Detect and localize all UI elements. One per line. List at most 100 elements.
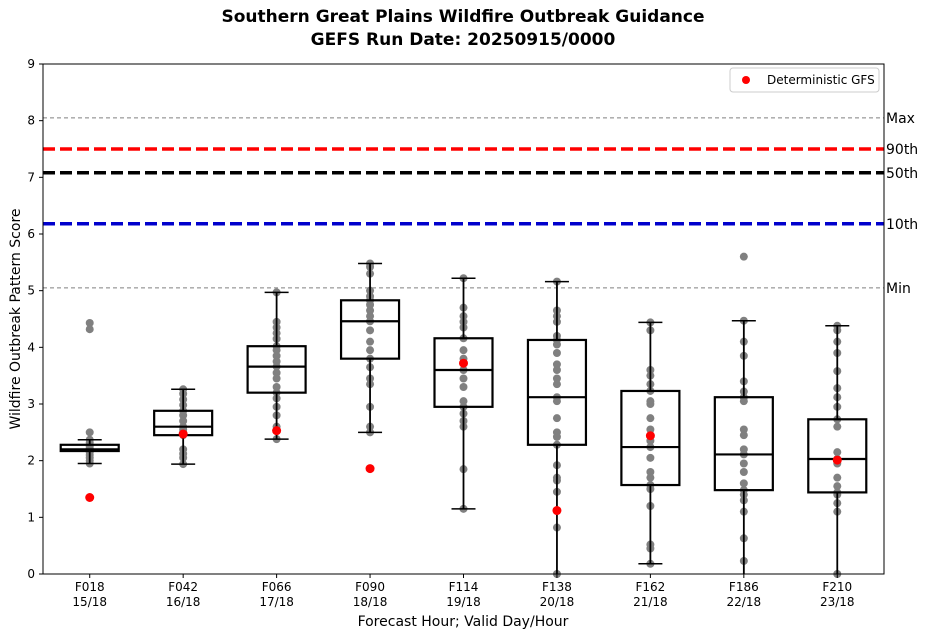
ensemble-member-point xyxy=(552,366,561,374)
reference-label-max: Max xyxy=(886,111,915,127)
deterministic-gfs-point xyxy=(459,358,468,368)
box-iqr xyxy=(59,443,120,453)
legend: Deterministic GFS xyxy=(729,67,880,93)
box-plots xyxy=(59,262,868,574)
box-iqr xyxy=(246,345,307,394)
ensemble-member-point xyxy=(646,473,655,482)
legend-box xyxy=(729,67,880,93)
y-tick-label: 0 xyxy=(27,567,35,581)
ensemble-member-point xyxy=(366,306,375,315)
deterministic-gfs-point xyxy=(832,455,842,465)
ensemble-member-point xyxy=(85,325,94,334)
legend-gfs-label: Deterministic GFS xyxy=(767,73,875,87)
ensemble-member-point xyxy=(739,445,748,454)
x-tick-label-hour: F090 xyxy=(355,580,385,594)
ensemble-member-point xyxy=(552,380,561,389)
x-tick-label-valid: 22/18 xyxy=(727,595,762,609)
x-tick-label-valid: 18/18 xyxy=(353,595,388,609)
x-tick-label-hour: F186 xyxy=(729,580,759,594)
ensemble-member-point xyxy=(646,397,655,406)
y-tick-label: 1 xyxy=(27,510,35,524)
ensemble-member-point xyxy=(552,349,561,357)
ensemble-member-point xyxy=(552,360,561,369)
ensemble-member-point xyxy=(85,428,94,437)
reference-label-90th: 90th xyxy=(886,142,918,158)
x-axis-label: Forecast Hour; Valid Day/Hour xyxy=(358,614,569,630)
ensemble-member-point xyxy=(833,422,842,431)
deterministic-gfs-point xyxy=(365,464,375,474)
ensemble-member-point xyxy=(272,368,281,377)
x-tick-label-hour: F042 xyxy=(168,580,198,594)
ensemble-member-point xyxy=(739,425,748,434)
ensemble-member-point xyxy=(646,414,655,423)
ensemble-member-point xyxy=(459,374,468,383)
ensemble-member-point xyxy=(272,374,281,383)
ensemble-member-point xyxy=(646,468,655,476)
x-tick-label-hour: F210 xyxy=(822,580,852,594)
deterministic-gfs-point xyxy=(552,506,562,516)
ensemble-member-point xyxy=(272,383,281,391)
x-tick-label-valid: 16/18 xyxy=(166,595,201,609)
x-tick-label-valid: 21/18 xyxy=(633,595,668,609)
reference-lines: Max 90th 50th 10th Min xyxy=(43,111,918,297)
ensemble-member-point xyxy=(272,357,281,366)
ensemble-member-point xyxy=(459,397,468,406)
x-tick-label-valid: 19/18 xyxy=(446,595,481,609)
chart-subtitle: GEFS Run Date: 20250915/0000 xyxy=(311,30,616,50)
ensemble-member-point xyxy=(739,252,748,261)
y-tick-label: 3 xyxy=(27,397,35,411)
ensemble-member-point xyxy=(459,346,468,355)
deterministic-gfs-points xyxy=(85,358,842,516)
y-tick-label: 7 xyxy=(27,170,35,184)
x-tick-label-hour: F162 xyxy=(635,580,665,594)
ensemble-member-point xyxy=(739,431,748,440)
box-iqr xyxy=(433,337,494,408)
ensemble-member-point xyxy=(833,448,842,457)
box-iqr xyxy=(807,418,868,494)
reference-label-50th: 50th xyxy=(886,166,918,182)
ensemble-member-point xyxy=(739,479,748,488)
y-tick-label: 4 xyxy=(27,340,35,354)
deterministic-gfs-point xyxy=(645,431,655,441)
ensemble-member-point xyxy=(366,337,375,346)
ensemble-member-point xyxy=(366,346,375,355)
x-tick-label-hour: F138 xyxy=(542,580,572,594)
y-tick-label: 8 xyxy=(27,114,35,128)
y-tick-label: 2 xyxy=(27,454,35,468)
ensemble-member-point xyxy=(552,414,561,423)
ensemble-member-point xyxy=(646,425,655,434)
chart-title: Southern Great Plains Wildfire Outbreak … xyxy=(222,7,705,27)
x-tick-label-valid: 15/18 xyxy=(72,595,107,609)
y-axis-ticks: 0 1 2 3 4 5 6 7 8 9 xyxy=(27,57,43,581)
x-tick-label-hour: F066 xyxy=(262,580,292,594)
x-tick-label-valid: 23/18 xyxy=(820,595,855,609)
ensemble-member-point xyxy=(739,468,748,476)
ensemble-member-point xyxy=(552,428,561,437)
x-tick-label-valid: 20/18 xyxy=(540,595,575,609)
x-tick-label-hour: F114 xyxy=(449,580,479,594)
ensemble-member-point xyxy=(833,473,842,482)
legend-gfs-marker xyxy=(742,76,750,84)
x-tick-label-valid: 17/18 xyxy=(259,595,294,609)
ensemble-member-point xyxy=(833,482,842,491)
ensemble-member-point xyxy=(85,318,94,327)
ensemble-member-point xyxy=(179,417,188,425)
ensemble-member-point xyxy=(739,459,748,468)
reference-label-10th: 10th xyxy=(886,217,918,233)
box-iqr xyxy=(713,396,774,492)
y-tick-label: 9 xyxy=(27,57,35,71)
x-tick-label-hour: F018 xyxy=(75,580,105,594)
deterministic-gfs-point xyxy=(272,426,282,436)
y-axis-label: Wildfire Outbreak Pattern Score xyxy=(8,208,24,429)
ensemble-member-point xyxy=(366,312,375,321)
ensemble-member-point xyxy=(646,453,655,462)
box-iqr xyxy=(620,389,681,487)
box-iqr xyxy=(526,338,588,446)
y-tick-label: 6 xyxy=(27,227,35,241)
ensemble-member-point xyxy=(272,351,281,360)
ensemble-member-point xyxy=(366,326,375,335)
deterministic-gfs-point xyxy=(85,493,95,502)
ensemble-member-point xyxy=(459,383,468,391)
